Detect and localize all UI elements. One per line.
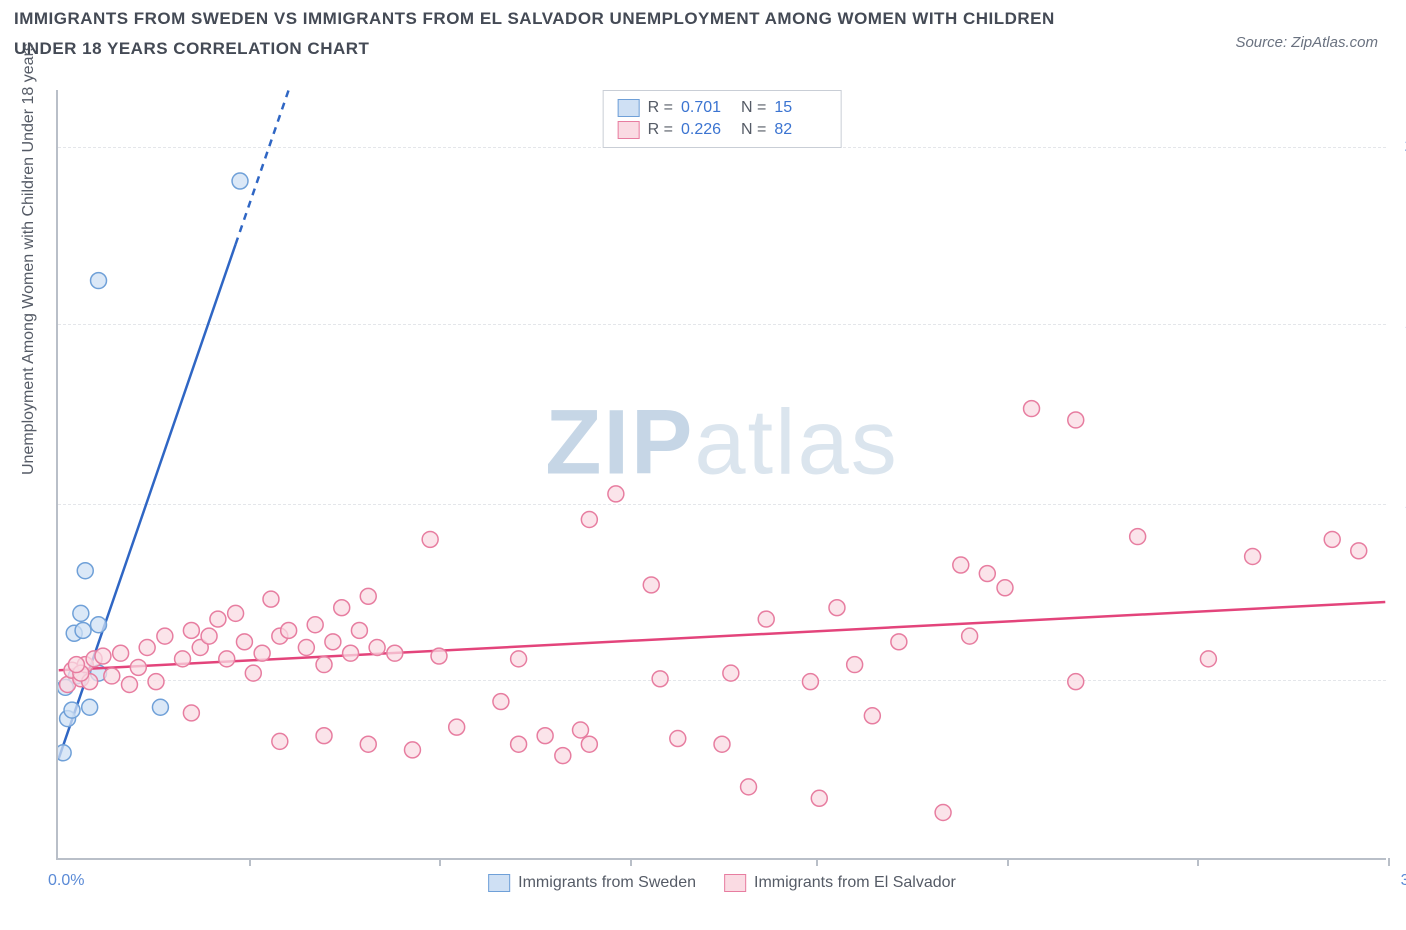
legend-item-sweden: Immigrants from Sweden (488, 874, 696, 892)
x-tick (630, 858, 632, 866)
r-value-elsalvador: 0.226 (681, 121, 733, 139)
n-label: N = (741, 99, 766, 117)
swatch-sweden (618, 99, 640, 117)
x-tick (1007, 858, 1009, 866)
stats-row-sweden: R = 0.701 N = 15 (618, 97, 827, 119)
chart-plot-area: ZIPatlas R = 0.701 N = 15 R = 0.226 N = … (56, 90, 1386, 860)
n-value-sweden: 15 (774, 99, 826, 117)
n-value-elsalvador: 82 (774, 121, 826, 139)
chart-title: IMMIGRANTS FROM SWEDEN VS IMMIGRANTS FRO… (14, 4, 1114, 64)
x-axis-max-label: 30.0% (1401, 872, 1406, 890)
source-attribution: Source: ZipAtlas.com (1235, 34, 1378, 51)
chart-svg (58, 90, 1386, 858)
legend-item-elsalvador: Immigrants from El Salvador (724, 874, 956, 892)
x-tick (439, 858, 441, 866)
r-label: R = (648, 121, 673, 139)
n-label: N = (741, 121, 766, 139)
x-tick (249, 858, 251, 866)
swatch-elsalvador (618, 121, 640, 139)
stats-legend: R = 0.701 N = 15 R = 0.226 N = 82 (603, 90, 842, 148)
swatch-elsalvador (724, 874, 746, 892)
legend-label-elsalvador: Immigrants from El Salvador (754, 874, 956, 892)
stats-row-elsalvador: R = 0.226 N = 82 (618, 119, 827, 141)
swatch-sweden (488, 874, 510, 892)
y-axis-label: Unemployment Among Women with Children U… (20, 43, 38, 475)
x-tick (1197, 858, 1199, 866)
series-legend: Immigrants from Sweden Immigrants from E… (488, 874, 956, 892)
x-tick (816, 858, 818, 866)
r-label: R = (648, 99, 673, 117)
r-value-sweden: 0.701 (681, 99, 733, 117)
legend-label-sweden: Immigrants from Sweden (518, 874, 696, 892)
x-axis-min-label: 0.0% (48, 872, 84, 890)
x-tick (1388, 858, 1390, 866)
